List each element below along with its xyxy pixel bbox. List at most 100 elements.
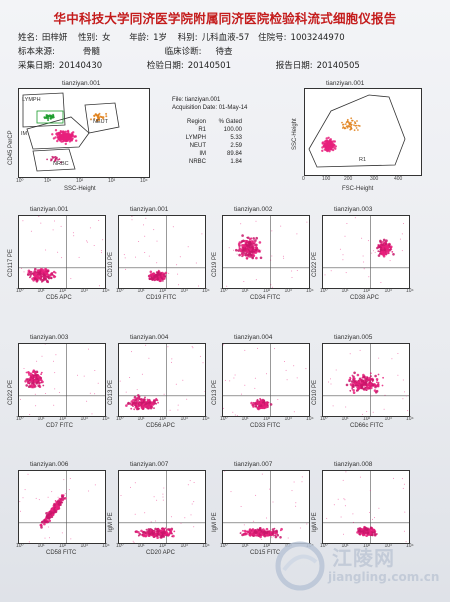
dot-plot-xlabel: CD56 APC bbox=[146, 423, 176, 429]
x-tick-label: 10⁴ bbox=[202, 288, 210, 294]
dot-cluster bbox=[123, 215, 203, 287]
x-tick-label: 10² bbox=[159, 543, 167, 549]
ov1-tick-1: 10¹ bbox=[44, 178, 52, 184]
x-tick-label: 10¹ bbox=[341, 288, 349, 294]
ov1-tick-0: 10⁰ bbox=[16, 178, 24, 184]
x-tick-label: 10² bbox=[59, 416, 67, 422]
x-tick-label: 10³ bbox=[384, 543, 392, 549]
dot-plot-xlabel: CD15 FITC bbox=[250, 550, 281, 556]
x-tick-label: 10² bbox=[159, 416, 167, 422]
dot-plot-title: tianziyan.006 bbox=[30, 461, 69, 468]
dot-plot bbox=[18, 343, 106, 417]
dot-plot-title: tianziyan.005 bbox=[334, 334, 373, 341]
dot-plot bbox=[222, 470, 310, 544]
stats-acq-date: Acquisition Date: 01-May-14 bbox=[172, 105, 248, 111]
dot-plot-ylabel: IgM PE bbox=[108, 512, 114, 532]
dot-cluster bbox=[119, 344, 206, 411]
x-tick-label: 10³ bbox=[180, 416, 188, 422]
ov2-tick-2: 200 bbox=[344, 176, 353, 182]
dot-plot-xlabel: CD33 FITC bbox=[250, 423, 281, 429]
dot-plot-title: tianziyan.002 bbox=[234, 206, 273, 213]
diagnosis-label: 临床诊断: bbox=[164, 47, 202, 57]
report-date-label: 报告日期: bbox=[275, 61, 313, 71]
x-tick-label: 10³ bbox=[80, 288, 88, 294]
dot-plot-svg bbox=[323, 471, 409, 543]
overview-plot1-ylabel: CD45 PerCP bbox=[8, 130, 14, 165]
x-tick-label: 10⁴ bbox=[406, 416, 414, 422]
dot-plot-title: tianziyan.004 bbox=[234, 334, 273, 341]
x-tick-label: 10⁰ bbox=[320, 543, 328, 549]
x-tick-label: 10⁴ bbox=[406, 288, 414, 294]
dot-plot-title: tianziyan.007 bbox=[130, 461, 169, 468]
dot-cluster bbox=[326, 471, 407, 543]
dot-plot-title: tianziyan.001 bbox=[30, 206, 69, 213]
patient-info-row-1: 姓名: 田梓妍 性别: 女 年龄: 1岁 科别: 儿科血液-57 住院号: 1003244… bbox=[18, 31, 345, 43]
patient-info-row-2: 标本来源: 骨髓 临床诊断: 待查 bbox=[18, 45, 232, 57]
dot-plot bbox=[18, 215, 106, 289]
dot-plot bbox=[118, 470, 206, 544]
specimen-value: 骨髓 bbox=[82, 47, 100, 57]
dept-value: 儿科血液-57 bbox=[201, 33, 250, 43]
gate-r1 bbox=[308, 94, 406, 168]
dot-plot-xlabel: CD66c FITC bbox=[350, 423, 384, 429]
stats-row: NEUT 2.59 bbox=[172, 142, 247, 150]
collect-date-label: 采集日期: bbox=[18, 61, 55, 71]
dot-plot-xlabel: CD58 FITC bbox=[46, 550, 77, 556]
x-tick-label: 10² bbox=[363, 543, 371, 549]
gate-lymph bbox=[22, 92, 66, 128]
gate-nrbc bbox=[32, 148, 76, 172]
x-tick-label: 10³ bbox=[80, 543, 88, 549]
x-tick-label: 10¹ bbox=[137, 288, 145, 294]
x-tick-label: 10³ bbox=[80, 416, 88, 422]
dot-plot-ylabel: IgM PE bbox=[312, 512, 318, 532]
stats-value: 100.00 bbox=[223, 127, 242, 133]
x-tick-label: 10⁴ bbox=[202, 416, 210, 422]
dot-cluster bbox=[19, 473, 96, 543]
gate-label-nrbc: NRBC bbox=[53, 161, 69, 167]
sex-value: 女 bbox=[101, 33, 111, 43]
overview-plot1-title: tianziyan.001 bbox=[62, 80, 101, 87]
x-tick-label: 10⁰ bbox=[116, 416, 124, 422]
dot-plot-ylabel: CD10 PE bbox=[312, 379, 318, 405]
x-tick-label: 10¹ bbox=[241, 416, 249, 422]
ov2-tick-4: 400 bbox=[394, 176, 403, 182]
dot-plot-svg bbox=[323, 216, 409, 288]
dot-plot bbox=[118, 215, 206, 289]
stats-header-region: Region bbox=[186, 119, 206, 125]
x-tick-label: 10³ bbox=[384, 288, 392, 294]
dot-plot bbox=[222, 215, 310, 289]
ov1-tick-3: 10³ bbox=[108, 178, 116, 184]
overview-plot1: LYMPH NEUT IM NRBC bbox=[18, 88, 150, 178]
x-tick-label: 10⁰ bbox=[220, 288, 228, 294]
watermark-url: jiangling.com.cn bbox=[328, 570, 440, 584]
stats-file: File: tianziyan.001 bbox=[172, 97, 221, 103]
x-tick-label: 10¹ bbox=[37, 543, 45, 549]
stats-row: IM 89.84 bbox=[172, 150, 247, 158]
dot-plot-ylabel: CD19 PE bbox=[212, 251, 218, 277]
x-tick-label: 10¹ bbox=[341, 543, 349, 549]
stats-region: IM bbox=[199, 151, 206, 157]
x-tick-label: 10⁴ bbox=[406, 543, 414, 549]
overview-plot2-ylabel: SSC-Height bbox=[292, 118, 298, 150]
overview-plot2-xlabel: FSC-Height bbox=[342, 186, 374, 192]
x-tick-label: 10⁰ bbox=[116, 288, 124, 294]
dot-plot-ylabel: CD22 PE bbox=[8, 379, 14, 405]
dot-plot-ylabel: IgM PE bbox=[212, 512, 218, 532]
dot-cluster bbox=[223, 344, 307, 417]
dot-plot-xlabel: CD38 APC bbox=[350, 295, 380, 301]
dot-plot-xlabel: CD20 APC bbox=[146, 550, 176, 556]
x-tick-label: 10² bbox=[363, 416, 371, 422]
dot-plot-ylabel: CD22 PE bbox=[312, 251, 318, 277]
x-tick-label: 10² bbox=[263, 543, 271, 549]
x-tick-label: 10⁴ bbox=[306, 416, 314, 422]
name-value: 田梓妍 bbox=[41, 33, 68, 43]
dot-cluster bbox=[328, 349, 408, 415]
x-tick-label: 10³ bbox=[180, 543, 188, 549]
gate-label-r1: R1 bbox=[359, 157, 367, 163]
x-tick-label: 10⁰ bbox=[220, 543, 228, 549]
age-label: 年龄: bbox=[129, 33, 150, 43]
x-tick-label: 10⁰ bbox=[16, 543, 24, 549]
report-title: 华中科技大学同济医学院附属同济医院检验科流式细胞仪报告 bbox=[53, 11, 397, 26]
dot-plot bbox=[322, 343, 410, 417]
x-tick-label: 10⁰ bbox=[16, 416, 24, 422]
